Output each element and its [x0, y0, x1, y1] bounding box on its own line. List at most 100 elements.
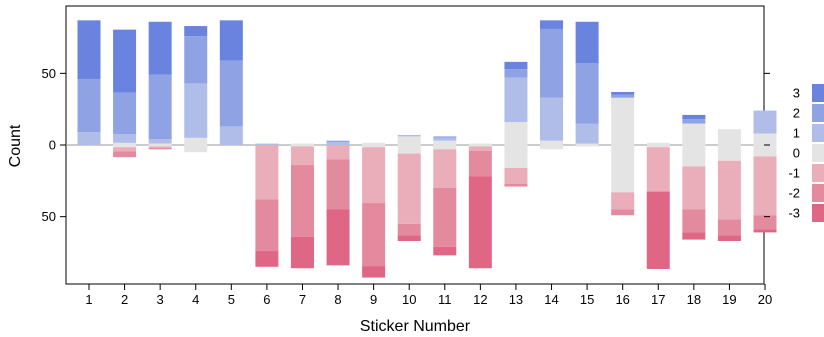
bar-segment-level--3-sticker-10 [397, 235, 421, 242]
bar-segment-level-1-sticker-20 [753, 110, 777, 134]
bar-segment-level-2-sticker-13 [504, 69, 528, 78]
bar-segment-level-0-lower-sticker-14 [540, 145, 564, 150]
bar-segment-level-0-lower-sticker-12 [468, 145, 492, 147]
legend-swatch [812, 104, 824, 122]
bar-segment-level-1-sticker-3 [148, 139, 172, 144]
bar-segment-level-0-lower-sticker-19 [717, 145, 741, 161]
bar-segment-level--1-sticker-8 [326, 145, 350, 160]
bar-segment-level--3-sticker-20 [753, 229, 777, 233]
bar-segment-level--2-sticker-10 [397, 223, 421, 236]
bar-segment-level-0-lower-sticker-18 [682, 145, 706, 167]
bar-segment-level-0-lower-sticker-15 [575, 145, 599, 147]
x-tick-label: 14 [544, 292, 558, 307]
bar-segment-level-3-sticker-3 [148, 21, 172, 75]
bar-segment-level-0-sticker-7 [290, 143, 314, 145]
bar-segment-level--3-sticker-17 [646, 191, 670, 269]
x-tick-label: 15 [580, 292, 594, 307]
bar-segment-level--1-sticker-17 [646, 147, 670, 192]
bar-segment-level-0-sticker-12 [468, 143, 492, 145]
bar-segment-level-0-sticker-18 [682, 123, 706, 145]
bar-segment-level-3-sticker-13 [504, 61, 528, 70]
bar-segment-level-1-sticker-15 [575, 123, 599, 144]
bar-segment-level-0-sticker-19 [717, 129, 741, 145]
legend-label: 3 [793, 86, 800, 101]
y-axis-title: Count [7, 124, 24, 167]
x-tick-label: 17 [651, 292, 665, 307]
bar-segment-level-1-sticker-11 [433, 137, 457, 141]
bar-segment-level-3-sticker-5 [219, 20, 243, 61]
legend-swatch [812, 204, 824, 222]
bar-segment-level-0-lower-sticker-9 [362, 145, 386, 148]
bar-segment-level--1-sticker-18 [682, 166, 706, 210]
x-tick-label: 19 [722, 292, 736, 307]
bar-segment-level-2-sticker-4 [184, 36, 208, 84]
bar-segment-level--3-sticker-6 [255, 251, 279, 267]
bar-segment-level--2-sticker-9 [362, 203, 386, 267]
bar-segment-level-3-sticker-1 [77, 20, 101, 80]
bar-segment-level--2-sticker-13 [504, 183, 528, 187]
legend-label: 1 [793, 126, 800, 141]
bar-segment-level-2-sticker-15 [575, 63, 599, 124]
bar-segment-level-1-sticker-13 [504, 77, 528, 123]
legend-swatch [812, 164, 824, 182]
x-tick-label: 16 [615, 292, 629, 307]
bar-segment-level-0-sticker-15 [575, 143, 599, 145]
legend-swatch [812, 84, 824, 102]
bar-segment-level--2-sticker-7 [290, 165, 314, 237]
bar-segment-level-0-sticker-4 [184, 137, 208, 145]
bar-segment-level-2-sticker-16 [611, 94, 635, 98]
legend-swatch [812, 184, 824, 202]
bar-segment-level-0-lower-sticker-10 [397, 145, 421, 154]
bars-group [77, 20, 777, 278]
bar-segment-level--1-sticker-11 [433, 149, 457, 188]
bar-segment-level-1-sticker-1 [77, 132, 101, 145]
legend-label: 0 [793, 146, 800, 161]
x-tick-label: 9 [370, 292, 377, 307]
bar-segment-level--1-sticker-7 [290, 146, 314, 166]
x-tick-label: 1 [85, 292, 92, 307]
y-tick-label: 0 [49, 138, 56, 153]
bar-segment-level-0-lower-sticker-4 [184, 145, 208, 153]
bar-segment-level-2-sticker-5 [219, 60, 243, 127]
bar-segment-level-3-sticker-2 [113, 29, 137, 93]
bar-segment-level--2-sticker-3 [148, 147, 172, 150]
bar-segment-level-3-sticker-16 [611, 91, 635, 95]
y-axis-ticks: 50 0 50 [42, 66, 770, 224]
bar-segment-level-0-lower-sticker-3 [148, 145, 172, 147]
bar-segment-level--1-sticker-2 [113, 147, 137, 152]
bar-segment-level--2-sticker-8 [326, 159, 350, 210]
bar-segment-level--2-sticker-2 [113, 151, 137, 158]
bar-segment-level--1-sticker-6 [255, 145, 279, 200]
x-tick-label: 6 [263, 292, 270, 307]
bar-segment-level-1-sticker-8 [326, 142, 350, 145]
bar-segment-level-0-sticker-11 [433, 140, 457, 145]
x-tick-label: 5 [228, 292, 235, 307]
bar-segment-level-2-sticker-11 [433, 136, 457, 138]
bar-segment-level-0-lower-sticker-7 [290, 145, 314, 147]
bar-segment-level-0-sticker-13 [504, 122, 528, 145]
bar-segment-level-1-sticker-6 [255, 143, 279, 145]
bar-segment-level-0-sticker-16 [611, 97, 635, 145]
y-tick-label: 50 [42, 209, 56, 224]
bar-segment-level--3-sticker-8 [326, 209, 350, 266]
bar-segment-level--2-sticker-16 [611, 209, 635, 216]
bar-segment-level-0-lower-sticker-20 [753, 145, 777, 157]
bar-segment-level--3-sticker-11 [433, 246, 457, 256]
legend-swatch [812, 124, 824, 142]
x-tick-label: 4 [192, 292, 199, 307]
bar-segment-level--1-sticker-12 [468, 146, 492, 151]
bar-segment-level--2-sticker-11 [433, 187, 457, 247]
legend-label: -2 [788, 186, 800, 201]
x-tick-label: 18 [687, 292, 701, 307]
legend-label: -3 [788, 206, 800, 221]
x-tick-label: 12 [473, 292, 487, 307]
bar-segment-level-1-sticker-5 [219, 126, 243, 145]
bar-segment-level--2-sticker-18 [682, 209, 706, 233]
x-tick-label: 20 [758, 292, 772, 307]
bar-segment-level-2-sticker-3 [148, 74, 172, 140]
bar-segment-level-0-lower-sticker-2 [113, 145, 137, 148]
bar-segment-level--1-sticker-9 [362, 147, 386, 204]
legend: 3 2 1 0 -1 -2 -3 [788, 84, 824, 222]
bar-segment-level-0-sticker-20 [753, 133, 777, 145]
